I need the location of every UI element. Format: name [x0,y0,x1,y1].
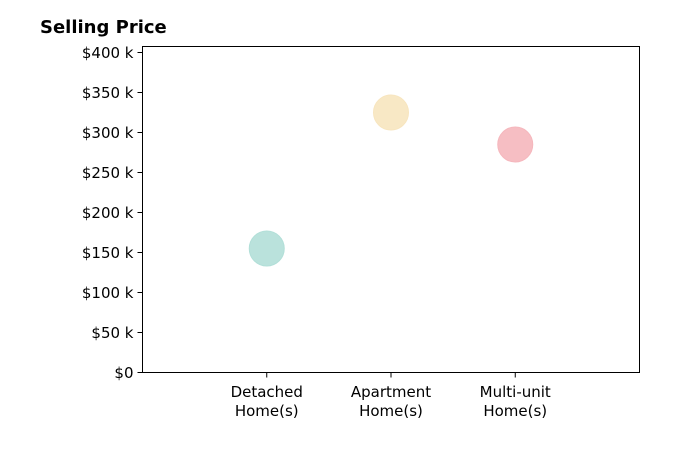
x-tick-label: Apartment Home(s) [351,383,431,420]
y-tick-label: $400 k [82,44,134,62]
y-axis: $0 $50 k $100 k $150 k $200 k $250 k $300 k $35… [82,44,143,382]
bubble-point [497,126,534,163]
bubble-point [373,94,409,131]
y-tick-label: $300 k [82,124,134,142]
y-tick-label: $250 k [82,164,134,182]
x-axis: Detached Home(s) Apartment Home(s) Multi-uni… [231,372,551,420]
y-tick-label: $100 k [82,284,134,302]
bubble-point [248,230,285,267]
y-tick-label: $0 [114,364,133,382]
y-tick-label: $50 k [91,324,133,342]
chart-title: Selling Price [40,17,167,38]
bubble-series [248,94,534,267]
x-tick-label: Multi-unit Home(s) [480,383,551,420]
y-tick-label: $200 k [82,204,134,222]
x-tick-label: Detached Home(s) [231,383,303,420]
y-tick-label: $350 k [82,84,134,102]
y-tick-label: $150 k [82,244,134,262]
